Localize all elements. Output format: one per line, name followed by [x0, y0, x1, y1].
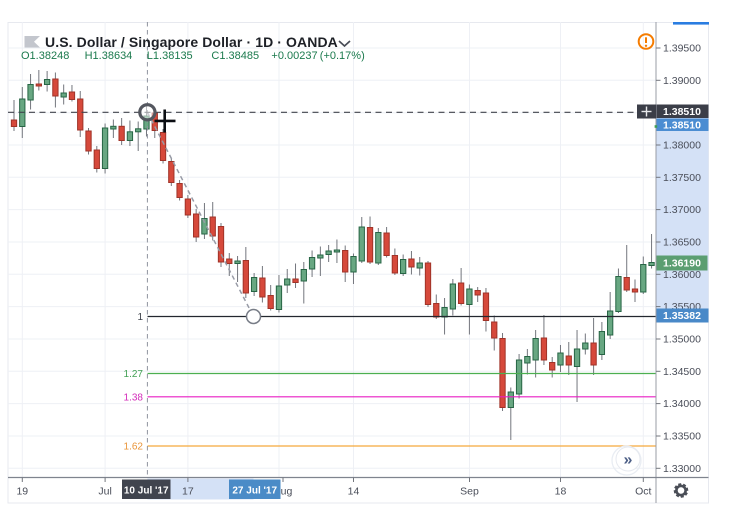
svg-text:Sep: Sep	[460, 486, 479, 498]
svg-text:1.33000: 1.33000	[663, 463, 701, 475]
svg-text:10 Jul '17: 10 Jul '17	[124, 486, 169, 497]
svg-text:+0.00237: +0.00237	[271, 50, 317, 62]
svg-text:17: 17	[182, 486, 194, 498]
svg-text:O1.38248: O1.38248	[21, 50, 69, 62]
svg-text:H1.38634: H1.38634	[85, 50, 133, 62]
svg-text:1: 1	[137, 312, 143, 323]
svg-text:1.38: 1.38	[124, 392, 144, 403]
svg-text:14: 14	[348, 486, 360, 498]
svg-text:1.38000: 1.38000	[663, 140, 701, 152]
svg-text:1.27: 1.27	[124, 369, 144, 380]
svg-text:1.33500: 1.33500	[663, 431, 701, 443]
svg-text:L1.38135: L1.38135	[147, 50, 193, 62]
svg-text:1.34500: 1.34500	[663, 366, 701, 378]
svg-text:(+0.17%): (+0.17%)	[320, 50, 365, 62]
svg-text:1.35382: 1.35382	[663, 310, 701, 322]
svg-text:1.38510: 1.38510	[663, 106, 701, 118]
svg-text:1.38510: 1.38510	[663, 119, 701, 131]
svg-text:1.36500: 1.36500	[663, 237, 701, 249]
svg-text:19: 19	[16, 486, 28, 498]
svg-text:27 Jul '17: 27 Jul '17	[232, 486, 277, 497]
svg-text:U.S. Dollar / Singapore Dollar: U.S. Dollar / Singapore Dollar · 1D · OA…	[45, 34, 338, 50]
svg-text:1.37000: 1.37000	[663, 204, 701, 216]
svg-text:1.34000: 1.34000	[663, 398, 701, 410]
svg-text:1.62: 1.62	[124, 442, 144, 453]
svg-text:C1.38485: C1.38485	[211, 50, 259, 62]
svg-text:1.36000: 1.36000	[663, 269, 701, 281]
svg-text:1.36190: 1.36190	[663, 258, 701, 270]
svg-text:Oct: Oct	[635, 486, 651, 498]
svg-text:»: »	[624, 452, 633, 469]
svg-text:Jul: Jul	[98, 486, 111, 498]
svg-text:1.37500: 1.37500	[663, 172, 701, 184]
svg-text:1.35000: 1.35000	[663, 334, 701, 346]
svg-text:1.39500: 1.39500	[663, 43, 701, 55]
svg-text:18: 18	[555, 486, 567, 498]
svg-text:1.39000: 1.39000	[663, 75, 701, 87]
